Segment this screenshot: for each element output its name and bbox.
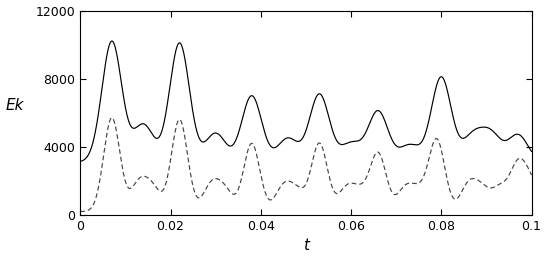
Y-axis label: Ek: Ek bbox=[5, 98, 24, 113]
X-axis label: t: t bbox=[303, 239, 309, 254]
